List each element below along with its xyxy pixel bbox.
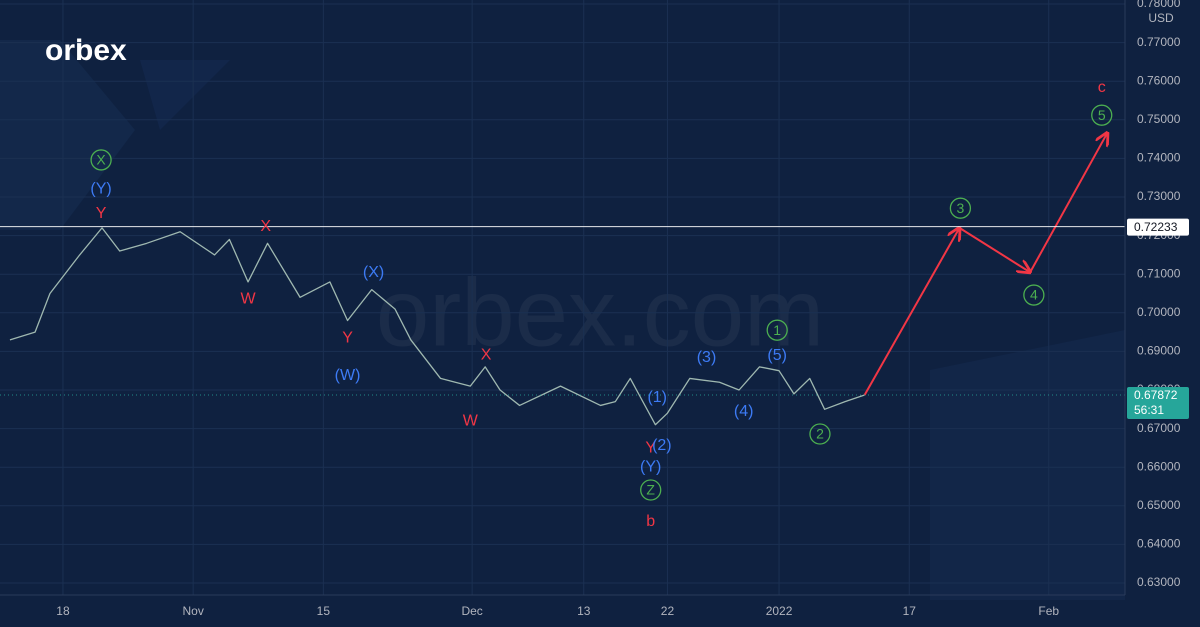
wave-label: 3	[956, 200, 964, 216]
y-tick-label: 0.71000	[1137, 266, 1181, 280]
price-tag	[1127, 386, 1189, 419]
wave-label: (2)	[652, 437, 672, 454]
price-axis	[1125, 0, 1200, 627]
wave-label: X	[260, 218, 271, 235]
forecast-arrow	[1029, 133, 1107, 273]
wave-label: Z	[646, 482, 655, 498]
wave-circle	[1023, 284, 1045, 306]
wave-label: W	[463, 412, 479, 429]
wave-label: (1)	[647, 389, 667, 406]
x-tick-label: 18	[56, 604, 70, 618]
wave-label: b	[646, 513, 655, 530]
price-tag	[1127, 218, 1189, 236]
wave-label: X	[96, 152, 106, 168]
y-tick-label: 0.76000	[1137, 73, 1181, 87]
wave-circle	[640, 479, 662, 501]
y-tick-label: 0.69000	[1137, 344, 1181, 358]
wave-label: Y	[96, 205, 107, 222]
wave-circle	[90, 149, 112, 171]
forecast	[863, 133, 1108, 396]
y-tick-label: 0.64000	[1137, 537, 1181, 551]
y-tick-label: 0.75000	[1137, 112, 1181, 126]
logo: orbex	[45, 34, 127, 67]
x-tick-label: Nov	[182, 604, 203, 618]
y-tick-label: 0.77000	[1137, 35, 1181, 49]
x-tick-label: 15	[317, 604, 331, 618]
wave-label: Y	[645, 439, 656, 456]
forecast-arrow	[863, 228, 960, 396]
wave-label: (4)	[734, 403, 754, 420]
x-tick-label: 2022	[766, 604, 793, 618]
price-line	[9, 227, 865, 426]
x-tick-label: 13	[577, 604, 591, 618]
y-tick-label: 0.74000	[1137, 151, 1181, 165]
y-tick-label: 0.66000	[1137, 459, 1181, 473]
wave-label: c	[1098, 79, 1106, 96]
wave-circle	[1091, 104, 1113, 126]
wave-label: 1	[773, 322, 781, 338]
y-tick-label: 0.78000	[1137, 0, 1181, 10]
y-tick-label: 0.73000	[1137, 189, 1181, 203]
y-tick-label: 0.70000	[1137, 305, 1181, 319]
wave-label: (Y)	[90, 180, 111, 197]
decor	[930, 330, 1125, 600]
price-tag-timer: 56:31	[1134, 403, 1164, 417]
x-tick-label: 22	[661, 604, 675, 618]
wave-label: 2	[816, 426, 824, 442]
wave-label: X	[481, 346, 492, 363]
forecast-arrow	[958, 227, 1030, 272]
wave-label: (5)	[767, 347, 787, 364]
wave-label: (Y)	[640, 458, 661, 475]
wave-label: (3)	[697, 349, 717, 366]
wave-label: W	[240, 290, 256, 307]
currency: USD	[1148, 11, 1174, 25]
wave-label: (W)	[335, 367, 361, 384]
y-tick-label: 0.63000	[1137, 575, 1181, 589]
wave-label: Y	[342, 329, 353, 346]
wave-label: 4	[1030, 287, 1038, 303]
wave-circle	[766, 319, 788, 341]
price-tag-label: 0.72233	[1134, 220, 1178, 234]
x-tick-label: Dec	[461, 604, 482, 618]
decor	[0, 40, 135, 230]
wave-circle	[949, 197, 972, 219]
wave-circle	[809, 423, 831, 445]
x-tick-label: Feb	[1038, 604, 1059, 618]
y-tick-label: 0.67000	[1137, 421, 1181, 435]
wave-label: (X)	[363, 264, 384, 281]
decor	[140, 60, 230, 130]
wave-label: 5	[1098, 107, 1106, 123]
x-tick-label: 17	[903, 604, 917, 618]
y-tick-label: 0.65000	[1137, 498, 1181, 512]
price-tag-label: 0.67872	[1134, 388, 1178, 402]
